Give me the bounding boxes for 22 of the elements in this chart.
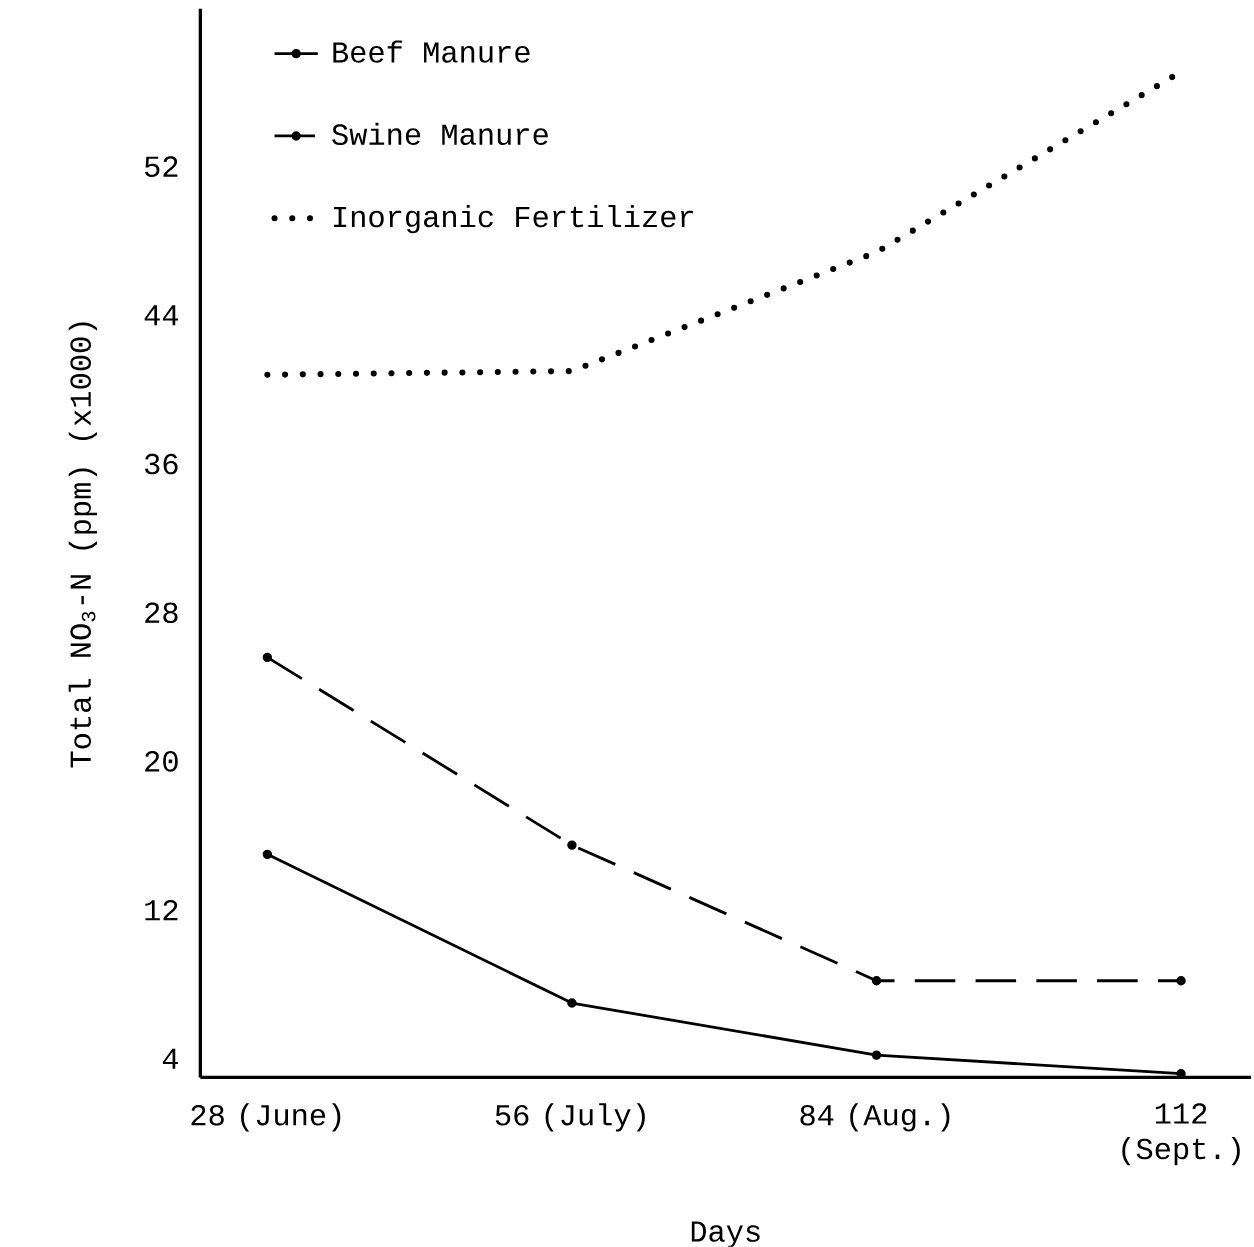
x-tick-label: 112 (Sept.) [1122, 1103, 1240, 1166]
legend-label: Swine Manure [332, 122, 548, 146]
y-tick-label: 4 [162, 1048, 179, 1069]
point [567, 998, 577, 1008]
x-tick-label: 84 (Aug.) [800, 1103, 950, 1132]
legend-label: Inorganic Fertilizer [333, 205, 693, 234]
y-tick-label: 36 [145, 453, 178, 475]
x-tick-label: 28 (June) [191, 1103, 341, 1132]
point [1176, 976, 1186, 986]
y-axis-title: Total NO$_{3}$-N (ppm) (x1000) [68, 322, 98, 768]
point [871, 976, 882, 986]
point [871, 1050, 882, 1060]
y-tick-label: 44 [144, 305, 179, 326]
y-tick-label: 12 [145, 900, 178, 921]
point [567, 840, 577, 850]
x-tick-label: 56 (July) [495, 1103, 645, 1132]
point [262, 849, 273, 860]
legend-label: Beef Manure [333, 40, 530, 63]
y-tick-label: 52 [145, 156, 178, 178]
point [262, 652, 273, 663]
y-tick-label: 28 [145, 602, 178, 624]
y-tick-label: 20 [145, 751, 178, 772]
